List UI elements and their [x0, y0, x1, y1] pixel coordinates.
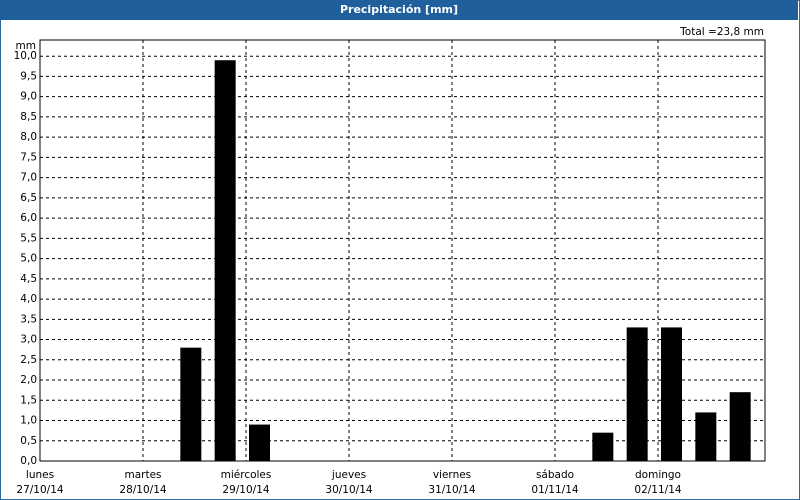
x-tick-date: 01/11/14	[531, 484, 578, 496]
y-tick-label: 10,0	[14, 50, 37, 62]
y-tick-label: 4,5	[20, 273, 37, 285]
y-tick-label: 4,0	[20, 293, 37, 305]
y-tick-label: 2,0	[20, 374, 37, 386]
total-label: Total =23,8 mm	[679, 26, 764, 38]
x-tick-label: jueves	[331, 469, 366, 481]
y-tick-label: 2,5	[20, 354, 37, 366]
x-tick-label: sábado	[536, 469, 574, 481]
y-tick-label: 5,5	[20, 232, 37, 244]
x-tick-label: lunes	[26, 469, 54, 481]
y-tick-label: 0,5	[20, 435, 37, 447]
bar	[592, 432, 614, 461]
x-tick-label: miércoles	[221, 469, 272, 481]
y-tick-label: 7,0	[20, 172, 37, 184]
y-tick-label: 8,5	[20, 111, 37, 123]
x-tick-label: martes	[124, 469, 161, 481]
y-tick-label: 7,5	[20, 151, 37, 163]
x-tick-date: 27/10/14	[16, 484, 63, 496]
y-tick-label: 3,5	[20, 313, 37, 325]
bar	[214, 60, 236, 461]
x-tick-label: domingo	[635, 469, 681, 481]
y-tick-label: 3,0	[20, 334, 37, 346]
x-tick-date: 02/11/14	[634, 484, 681, 496]
y-tick-label: 1,5	[20, 394, 37, 406]
bar	[626, 327, 648, 461]
chart-title: Precipitación [mm]	[0, 0, 798, 20]
x-tick-date: 28/10/14	[119, 484, 166, 496]
x-tick-date: 30/10/14	[325, 484, 372, 496]
x-tick-label: viernes	[433, 469, 471, 481]
x-tick-date: 29/10/14	[222, 484, 269, 496]
y-tick-label: 5,0	[20, 253, 37, 265]
y-tick-label: 6,5	[20, 192, 37, 204]
plot-border	[39, 39, 766, 462]
y-tick-label: 9,5	[20, 70, 37, 82]
y-tick-label: 0,0	[20, 455, 37, 467]
bar	[729, 392, 751, 461]
y-tick-label: 6,0	[20, 212, 37, 224]
bar	[695, 412, 717, 461]
bar	[249, 424, 270, 461]
y-tick-label: 8,0	[20, 131, 37, 143]
y-tick-label: 9,0	[20, 91, 37, 103]
x-tick-date: 31/10/14	[428, 484, 475, 496]
y-tick-label: 1,0	[20, 415, 37, 427]
bar	[180, 347, 202, 461]
bar	[661, 327, 682, 461]
y-axis-label: mm	[16, 40, 36, 52]
